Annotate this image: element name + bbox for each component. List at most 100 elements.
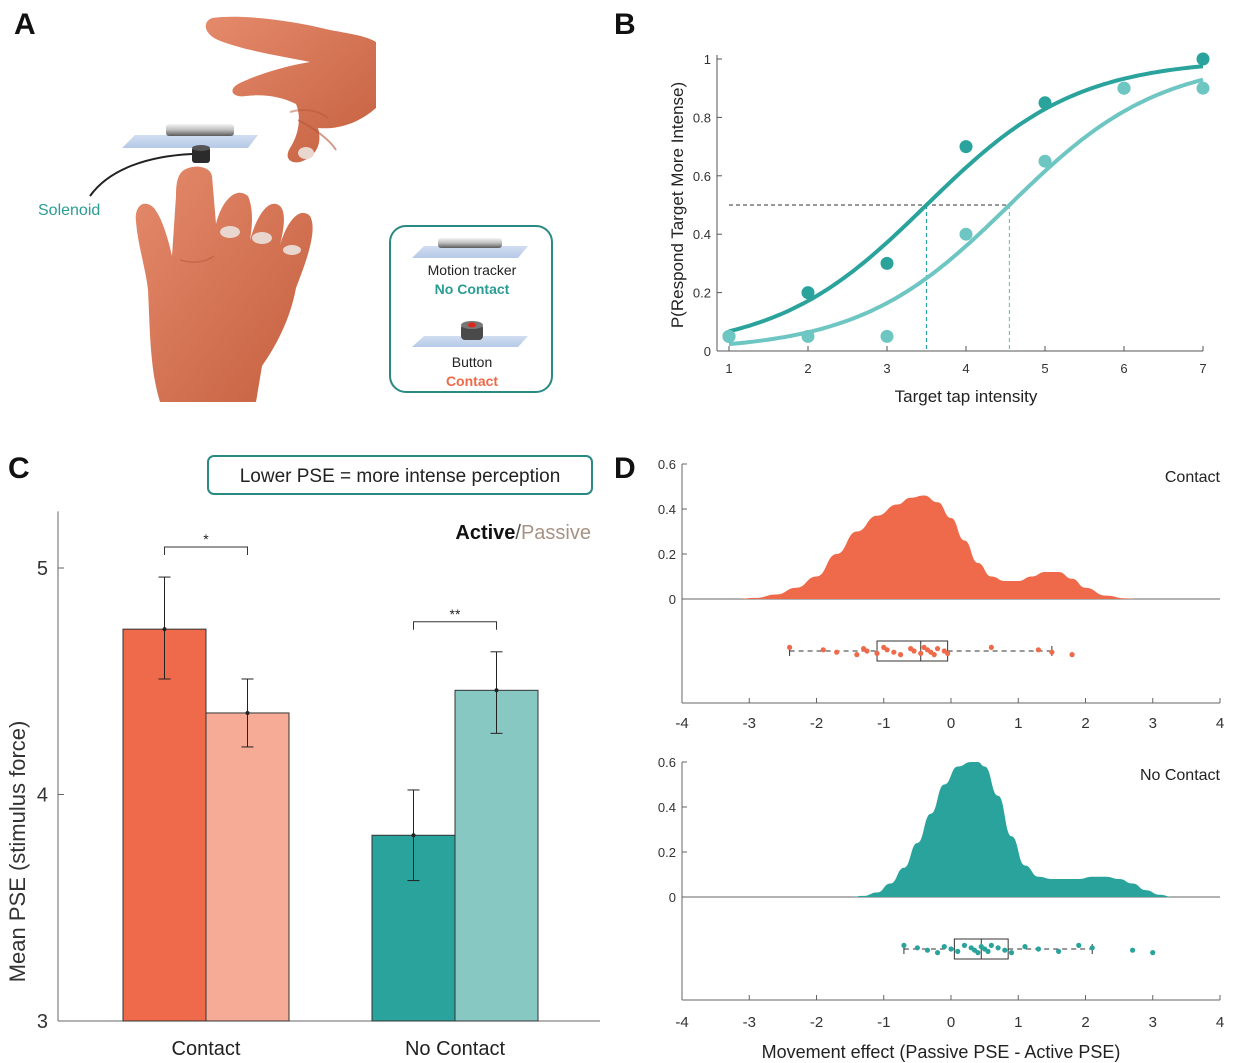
raw-data-point bbox=[897, 652, 904, 658]
y-tick-label: 0.6 bbox=[693, 169, 711, 184]
y-tick-label: 0 bbox=[669, 592, 676, 607]
density-area-1 bbox=[850, 762, 1173, 897]
raw-data-point bbox=[1049, 649, 1055, 655]
psychometric-chart: 1 2 3 4 5 6 7 0 0.2 0.4 0.6 0.8 1 Target tap intensit… bbox=[668, 52, 1210, 406]
raw-data-point bbox=[934, 950, 941, 956]
legend-button-icon bbox=[461, 321, 483, 340]
raw-data-point bbox=[918, 650, 924, 657]
raw-data-point bbox=[1069, 652, 1075, 658]
y-axis-label: Mean PSE (stimulus force) bbox=[5, 721, 30, 983]
x-tick-label: 1 bbox=[1014, 1014, 1022, 1031]
category-label: No Contact bbox=[405, 1038, 505, 1060]
bar-active-0 bbox=[122, 628, 207, 1022]
raw-data-point bbox=[1008, 950, 1015, 956]
data-point-light bbox=[1196, 81, 1210, 95]
raw-data-point bbox=[924, 947, 931, 953]
x-tick-label: -2 bbox=[810, 715, 823, 732]
x-tick-label: -4 bbox=[675, 715, 688, 732]
raw-data-point bbox=[1056, 948, 1062, 955]
raw-data-point bbox=[891, 649, 897, 655]
raw-data-point bbox=[911, 648, 917, 654]
legend-motion-tracker-label: Motion tracker bbox=[428, 262, 517, 278]
raw-data-point bbox=[854, 652, 860, 658]
raw-data-point bbox=[901, 942, 907, 949]
raw-data-point bbox=[1129, 947, 1136, 953]
legend-no-contact-label: No Contact bbox=[435, 281, 510, 297]
y-tick-label: 1 bbox=[704, 52, 711, 67]
x-tick-label: 6 bbox=[1120, 361, 1127, 376]
x-tick-label: 4 bbox=[1216, 1014, 1224, 1031]
x-tick-label: 0 bbox=[947, 715, 955, 732]
hand-icon bbox=[135, 166, 313, 402]
x-tick-label: -3 bbox=[743, 715, 756, 732]
significance-marker: * bbox=[203, 531, 209, 547]
x-tick-label: 2 bbox=[1081, 1014, 1089, 1031]
x-tick-label: 3 bbox=[1149, 715, 1157, 732]
raw-data-point bbox=[884, 647, 890, 653]
density-area-0 bbox=[735, 495, 1140, 599]
raw-data-point bbox=[988, 942, 994, 949]
device-legend-box bbox=[389, 225, 553, 393]
significance-marker: ** bbox=[450, 606, 461, 622]
x-tick-label: 4 bbox=[1216, 715, 1224, 732]
note-box bbox=[207, 455, 593, 495]
panel-a-illustration: Solenoid Motion tracker No Contact Butto… bbox=[38, 16, 553, 402]
y-tick-label: 0.6 bbox=[658, 457, 676, 472]
raw-data-point bbox=[820, 647, 826, 653]
raw-data-point bbox=[787, 644, 793, 651]
raw-data-point bbox=[945, 650, 951, 657]
y-tick-label: 4 bbox=[37, 785, 48, 807]
y-tick-label: 0.2 bbox=[693, 286, 711, 301]
y-tick-label: 0.6 bbox=[658, 755, 676, 770]
legend-active: Active bbox=[455, 522, 515, 544]
mean-dot bbox=[494, 688, 499, 693]
pointing-hand-icon bbox=[205, 16, 376, 163]
data-point-light bbox=[959, 227, 973, 241]
movement-effect-chart: 0 0.2 0.4 0.6 Contact -4 -3 -2 -1 0 1 2 3 4 0 0.2 0.4 0.6… bbox=[658, 457, 1224, 1062]
solenoid-label: Solenoid bbox=[38, 202, 100, 219]
bar-passive-0 bbox=[205, 712, 290, 1022]
panel-label-d: D bbox=[614, 452, 636, 485]
x-tick-label: -2 bbox=[810, 1014, 823, 1031]
legend-separator: / bbox=[515, 522, 521, 544]
raw-data-point bbox=[988, 644, 994, 651]
data-point-light bbox=[801, 329, 815, 343]
data-point-dark bbox=[801, 286, 815, 300]
raw-data-point bbox=[975, 950, 981, 956]
raw-data-point bbox=[1150, 950, 1156, 956]
x-axis-label: Movement effect (Passive PSE - Active PS… bbox=[762, 1042, 1121, 1062]
raw-data-point bbox=[864, 648, 870, 654]
raw-data-point bbox=[931, 652, 937, 658]
legend-passive: Passive bbox=[521, 522, 591, 544]
raw-data-point bbox=[1022, 944, 1028, 950]
y-tick-label: 0.2 bbox=[658, 547, 676, 562]
x-axis-label: Target tap intensity bbox=[895, 387, 1038, 406]
raw-data-point bbox=[985, 948, 991, 955]
mean-dot bbox=[162, 627, 167, 632]
x-tick-label: -3 bbox=[743, 1014, 756, 1031]
y-tick-label: 0.4 bbox=[658, 800, 676, 815]
data-point-dark bbox=[1196, 52, 1210, 66]
motion-tracker-icon bbox=[166, 124, 234, 136]
legend-contact-label: Contact bbox=[446, 373, 498, 389]
raw-data-point bbox=[1089, 945, 1095, 951]
x-tick-label: 2 bbox=[804, 361, 811, 376]
x-tick-label: 7 bbox=[1199, 361, 1206, 376]
fit-curve-dark bbox=[728, 64, 1204, 334]
raw-data-point bbox=[1076, 942, 1082, 949]
data-point-dark bbox=[959, 140, 973, 154]
bar-passive-1 bbox=[454, 689, 539, 1022]
raw-data-point bbox=[914, 945, 920, 951]
data-point-dark bbox=[880, 256, 894, 270]
category-label: Contact bbox=[172, 1038, 241, 1060]
note-text: Lower PSE = more intense perception bbox=[240, 466, 561, 487]
x-tick-label: -1 bbox=[877, 715, 890, 732]
raw-data-point bbox=[995, 945, 1001, 951]
data-point-light bbox=[880, 329, 894, 343]
subplot-title: No Contact bbox=[1140, 767, 1221, 784]
raw-data-point bbox=[955, 948, 961, 955]
data-point-light bbox=[722, 329, 736, 343]
y-tick-label: 0 bbox=[704, 344, 711, 359]
data-point-light bbox=[1117, 81, 1131, 95]
